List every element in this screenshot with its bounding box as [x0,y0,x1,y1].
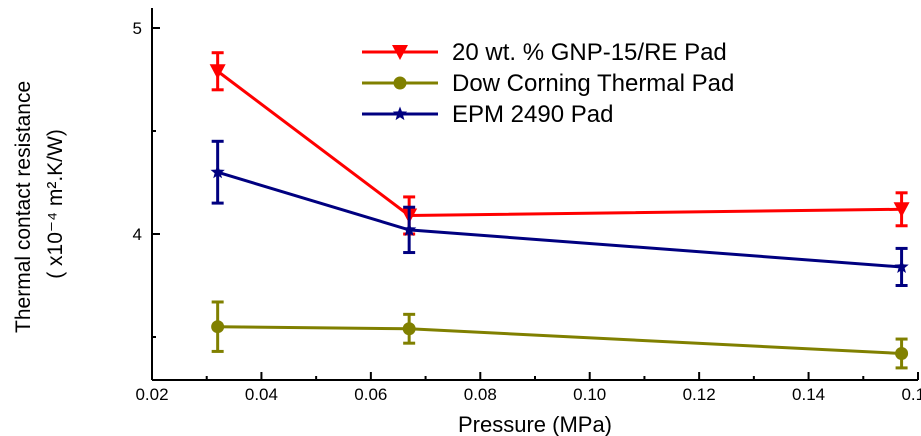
y-axis-title-line2: ( x10⁻⁴ m².K/W) [44,129,67,279]
legend-marker [392,45,408,60]
legend: 20 wt. % GNP-15/RE Pad Dow Corning Therma… [362,39,734,128]
data-point [209,64,226,80]
series-2 [211,300,909,370]
x-tick-label: 0.08 [464,385,497,404]
x-tick-label: 0.12 [683,385,716,404]
data-point [211,320,225,334]
data-point [210,164,225,179]
x-tick-label: 0.04 [245,385,278,404]
x-tick-label: 0.14 [792,385,825,404]
series-line [217,325,902,355]
legend-label: 20 wt. % GNP-15/RE Pad [452,39,727,66]
legend-marker [392,106,408,121]
data-point [402,322,416,336]
data-point [893,202,910,218]
y-axis-title: Thermal contact resistance ( x10⁻⁴ m².K/… [12,75,67,333]
data-point [402,222,417,236]
y-axis-title-line1: Thermal contact resistance [12,81,35,333]
legend-item-3: EPM 2490 Pad [362,101,613,128]
series-layer [209,51,910,370]
legend-label: EPM 2490 Pad [452,101,613,128]
x-tick-label: 0.06 [354,385,387,404]
x-tick-label: 0.02 [135,385,168,404]
data-point [894,259,909,274]
legend-item-2: Dow Corning Thermal Pad [362,70,734,97]
axes: 0.02 0.04 0.06 0.08 0.10 0.12 0.14 0.16 4 5 [133,8,921,404]
series-3 [210,139,909,287]
legend-label: Dow Corning Thermal Pad [452,70,734,97]
x-tick-label: 0.10 [573,385,606,404]
x-axis-title: Pressure (MPa) [458,412,612,436]
x-tick-label: 0.16 [901,385,921,404]
series-line [217,170,902,269]
y-tick-label: 4 [133,225,142,244]
legend-item-1: 20 wt. % GNP-15/RE Pad [362,39,727,66]
y-tick-label: 5 [133,19,142,38]
legend-marker [393,76,407,90]
data-point [895,346,909,360]
